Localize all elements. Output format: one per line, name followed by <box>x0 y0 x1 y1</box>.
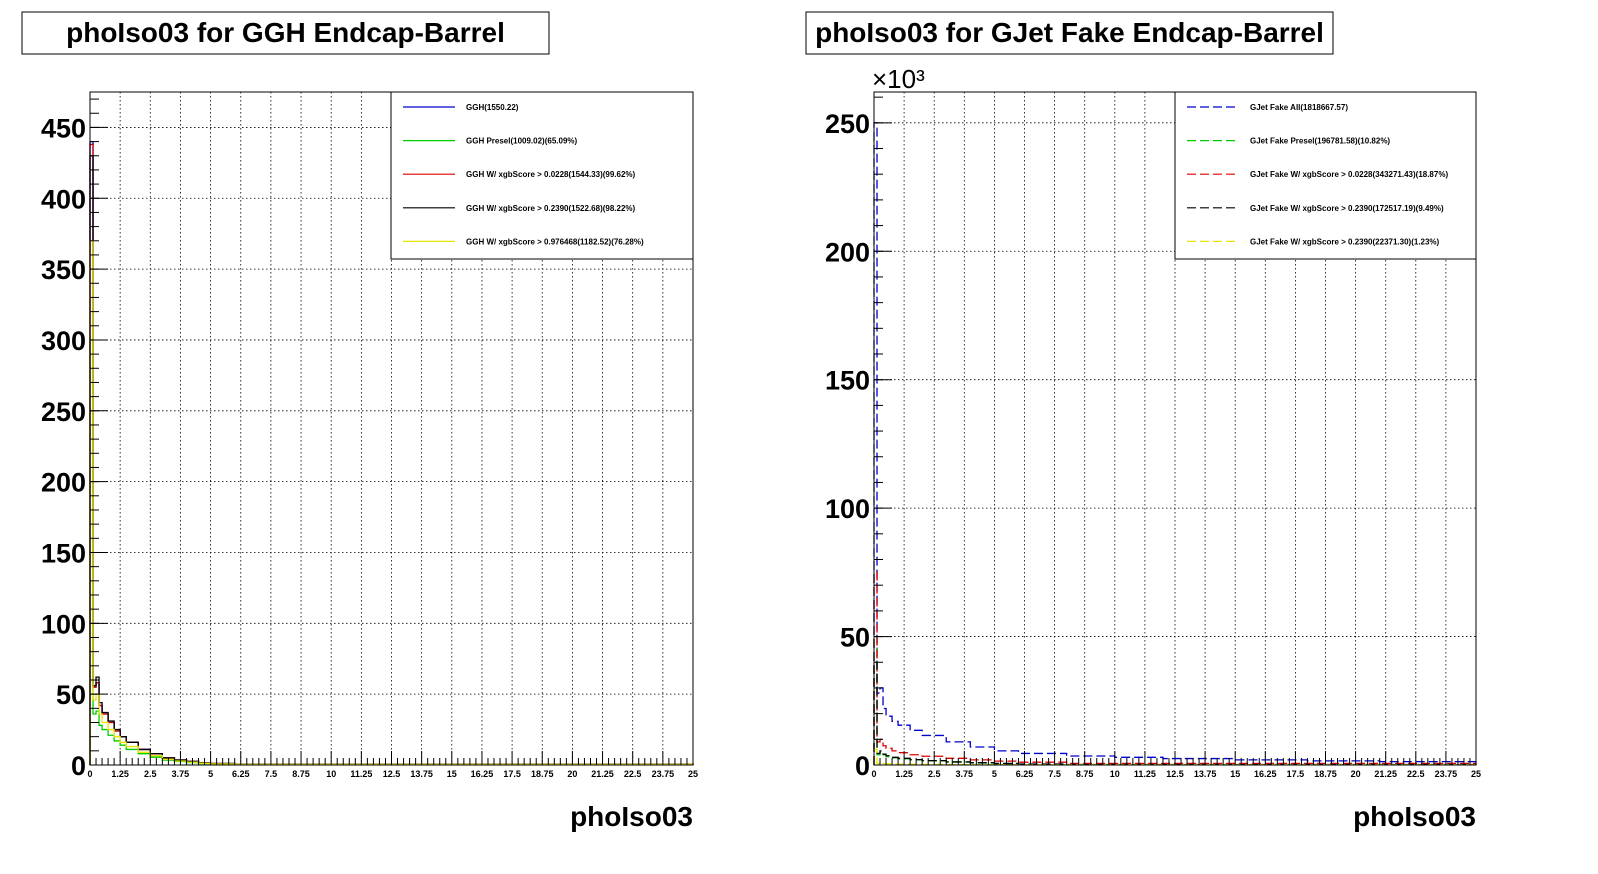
x-tick-label: 10 <box>1110 769 1120 779</box>
x-tick-label: 7.5 <box>265 769 278 779</box>
x-tick-label: 16.25 <box>471 769 494 779</box>
y-tick-label: 0 <box>71 751 86 781</box>
y-tick-label: 250 <box>41 397 86 427</box>
x-tick-label: 15 <box>1230 769 1240 779</box>
x-tick-label: 2.5 <box>144 769 157 779</box>
y-tick-label: 200 <box>41 468 86 498</box>
chart-panel-ggh: phoIso03 for GGH Endcap-Barrel 0 1.25 2.5 3… <box>21 11 698 832</box>
x-tick-label: 23.75 <box>652 769 675 779</box>
x-tick-label: 20 <box>1351 769 1361 779</box>
y-tick-label: 350 <box>41 255 86 285</box>
x-tick-label: 8.75 <box>1076 769 1094 779</box>
y-tick-label: 100 <box>41 609 86 639</box>
y-tick-label: 50 <box>56 680 86 710</box>
legend: GJet Fake All(1818667.57) GJet Fake Prese… <box>1174 91 1477 260</box>
series-line <box>873 122 1477 765</box>
x-tick-label: 17.5 <box>503 769 521 779</box>
y-tick-label: 0 <box>855 751 870 781</box>
legend-entry-label: GGH Presel(1009.02)(65.09%) <box>466 137 578 146</box>
chart-panel-gjet: phoIso03 for GJet Fake Endcap-Barrel 0 1.… <box>805 11 1481 832</box>
legend-entry-label: GJet Fake W/ xgbScore > 0.0228(343271.43… <box>1250 170 1448 179</box>
chart-title-box <box>805 11 1334 55</box>
y-tick-label: 250 <box>825 109 870 139</box>
axis-ticks: 0 1.25 2.5 3.75 5 6.25 7.5 8.75 10 11.25 12.5 13.75… <box>41 98 698 781</box>
legend-entry-label: GGH W/ xgbScore > 0.2390(1522.68)(98.22%… <box>466 204 636 213</box>
x-tick-label: 7.5 <box>1048 769 1061 779</box>
y-tick-label: 400 <box>41 184 86 214</box>
x-tick-label: 18.75 <box>531 769 554 779</box>
x-tick-label: 25 <box>1471 769 1481 779</box>
legend-entry-label: GJet Fake W/ xgbScore > 0.2390(172517.19… <box>1250 204 1444 213</box>
x-tick-label: 6.25 <box>232 769 250 779</box>
chart-title: phoIso03 for GGH Endcap-Barrel <box>66 17 505 48</box>
x-tick-label: 8.75 <box>292 769 310 779</box>
x-tick-label: 13.75 <box>410 769 433 779</box>
x-tick-label: 10 <box>326 769 336 779</box>
x-tick-label: 0 <box>87 769 92 779</box>
legend-entry-label: GJet Fake Presel(196781.58)(10.82%) <box>1250 137 1390 146</box>
x-tick-label: 12.5 <box>383 769 401 779</box>
x-tick-label: 11.25 <box>350 769 372 779</box>
x-axis-title: phoIso03 <box>570 801 693 832</box>
y-tick-label: 200 <box>825 237 870 267</box>
legend-entry-label: GJet Fake W/ xgbScore > 0.2390(22371.30)… <box>1250 237 1440 246</box>
legend-entry-label: GJet Fake All(1818667.57) <box>1250 103 1348 112</box>
y-tick-label: 450 <box>41 113 86 143</box>
x-tick-label: 16.25 <box>1254 769 1277 779</box>
axis-ticks: 0 1.25 2.5 3.75 5 6.25 7.5 8.75 10 11.25 12.5 13.75… <box>825 96 1481 781</box>
legend-entry-label: GGH W/ xgbScore > 0.0228(1544.33)(99.62%… <box>466 170 636 179</box>
x-tick-label: 11.25 <box>1134 769 1156 779</box>
x-tick-label: 13.75 <box>1194 769 1217 779</box>
x-tick-label: 3.75 <box>956 769 974 779</box>
x-tick-label: 18.75 <box>1314 769 1337 779</box>
x-tick-label: 15 <box>447 769 457 779</box>
legend-box <box>390 91 694 260</box>
x-tick-label: 25 <box>688 769 698 779</box>
x-tick-label: 3.75 <box>172 769 190 779</box>
series-line <box>89 240 694 766</box>
x-axis-title: phoIso03 <box>1353 801 1476 832</box>
x-tick-label: 21.25 <box>591 769 614 779</box>
y-tick-label: 300 <box>41 326 86 356</box>
legend-entry-label: GGH W/ xgbScore > 0.976468(1182.52)(76.2… <box>466 237 644 246</box>
x-tick-label: 5 <box>992 769 997 779</box>
x-tick-label: 2.5 <box>928 769 941 779</box>
legend: GGH(1550.22) GGH Presel(1009.02)(65.09%) G… <box>390 91 694 260</box>
x-tick-label: 22.5 <box>624 769 642 779</box>
chart-title-box <box>21 11 550 55</box>
y-tick-label: 50 <box>840 623 870 653</box>
legend-entry-label: GGH(1550.22) <box>466 103 519 112</box>
y-tick-label: 150 <box>825 366 870 396</box>
x-tick-label: 1.25 <box>111 769 129 779</box>
chart-title: phoIso03 for GJet Fake Endcap-Barrel <box>815 17 1324 48</box>
x-tick-label: 22.5 <box>1407 769 1425 779</box>
series-line <box>873 661 1477 766</box>
x-tick-label: 12.5 <box>1166 769 1184 779</box>
x-tick-label: 5 <box>208 769 213 779</box>
x-tick-label: 0 <box>871 769 876 779</box>
x-tick-label: 1.25 <box>895 769 913 779</box>
x-tick-label: 6.25 <box>1016 769 1034 779</box>
y-axis-exponent: ×10³ <box>872 64 925 94</box>
y-tick-label: 150 <box>41 538 86 568</box>
y-tick-label: 100 <box>825 494 870 524</box>
x-tick-label: 20 <box>567 769 577 779</box>
legend-box <box>1174 91 1477 260</box>
x-tick-label: 17.5 <box>1287 769 1305 779</box>
x-tick-label: 23.75 <box>1435 769 1458 779</box>
x-tick-label: 21.25 <box>1374 769 1397 779</box>
